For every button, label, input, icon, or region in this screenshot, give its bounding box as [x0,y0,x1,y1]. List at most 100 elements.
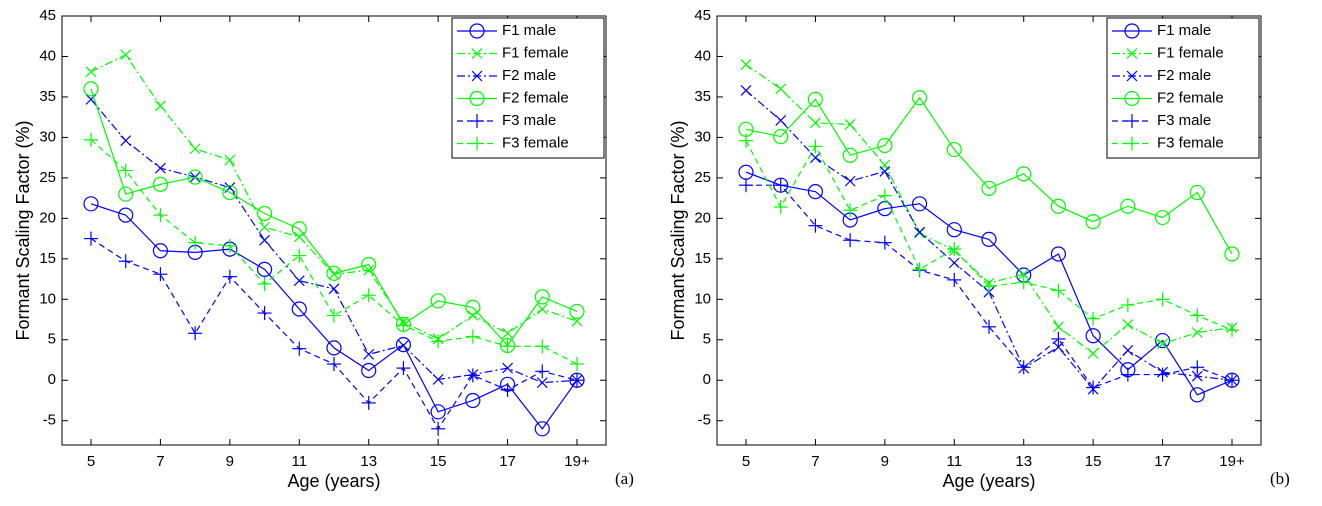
marker-stroke [398,340,409,351]
y-tick-label: 25 [39,169,56,186]
marker [326,265,342,281]
y-axis-label: Formant Scaling Factor (%) [668,120,688,340]
marker [84,132,98,147]
marker [465,299,481,315]
marker [1087,348,1099,359]
marker-circle [152,176,169,192]
marker [465,368,480,383]
marker-stroke [775,83,787,95]
marker-circle [118,207,134,223]
x-tick-label: 19+ [1219,453,1245,470]
marker-circle [1124,90,1140,107]
series-line [746,184,1233,389]
panel-label: (a) [615,469,634,488]
x-tick-label: 19+ [564,453,590,470]
marker-circle [395,337,412,353]
marker [153,208,168,223]
y-tick-label: 45 [694,7,711,24]
marker [396,361,411,376]
marker [914,226,925,238]
legend-box [451,17,605,159]
marker [118,254,133,269]
marker [292,248,307,263]
marker [740,85,752,96]
marker-circle [361,362,377,379]
marker [224,154,236,166]
marker-circle [1154,209,1171,226]
y-tick-label: 45 [39,7,56,24]
marker-stroke [259,234,270,246]
marker [1126,70,1138,82]
marker [396,318,411,333]
marker [773,129,789,145]
marker [536,303,548,315]
x-tick-label: 5 [742,453,750,470]
marker-stroke [914,226,925,238]
marker [810,117,821,129]
marker [222,269,237,284]
marker [1018,268,1030,280]
marker-circle [773,129,789,145]
marker [1225,323,1239,338]
marker [465,329,480,344]
marker [981,231,997,248]
legend-label: F1 male [502,22,556,39]
marker-circle [326,340,342,356]
marker [1224,246,1240,262]
marker [84,231,98,246]
x-axis-label: Age (years) [287,471,380,491]
marker [843,233,858,248]
marker-stroke [1087,348,1099,359]
marker-stroke [740,85,752,96]
marker [471,48,483,59]
marker [1154,209,1171,226]
y-axis-label: Formant Scaling Factor (%) [13,120,33,340]
marker [118,207,134,223]
marker [844,119,856,130]
marker-stroke [85,66,97,78]
marker [807,184,824,200]
marker [259,234,270,246]
marker [1120,297,1135,312]
marker [361,288,376,303]
legend-label: F2 male [502,67,556,84]
marker [570,357,584,372]
y-tick-label: -5 [698,412,711,429]
legend-label: F3 male [1157,112,1211,129]
y-tick-label: 20 [694,209,711,226]
marker-circle [1050,246,1067,262]
y-tick-label: 0 [703,371,711,388]
marker [291,221,307,237]
marker [1191,370,1203,382]
marker [155,100,166,112]
marker [810,152,821,164]
marker [327,357,341,372]
marker [259,221,270,233]
marker-circle [291,221,307,237]
marker-circle [256,205,273,222]
marker [361,256,377,273]
marker-stroke [120,135,132,147]
marker [85,93,97,105]
marker [1155,292,1170,307]
y-tick-label: 15 [39,250,56,267]
y-tick-label: 35 [694,88,711,105]
y-tick-label: 5 [48,331,56,348]
legend-box [1106,17,1260,159]
marker [1125,136,1139,151]
marker [982,319,996,334]
marker-stroke [844,175,856,187]
marker [1016,360,1031,375]
marker-circle [291,301,307,317]
marker [1189,387,1205,403]
marker-stroke [810,152,821,164]
marker-circle [1016,166,1032,182]
legend-label: F2 male [1157,67,1211,84]
marker [430,293,446,309]
marker [363,348,375,360]
marker [843,203,858,218]
marker-stroke [810,117,821,129]
marker-circle [465,392,481,409]
